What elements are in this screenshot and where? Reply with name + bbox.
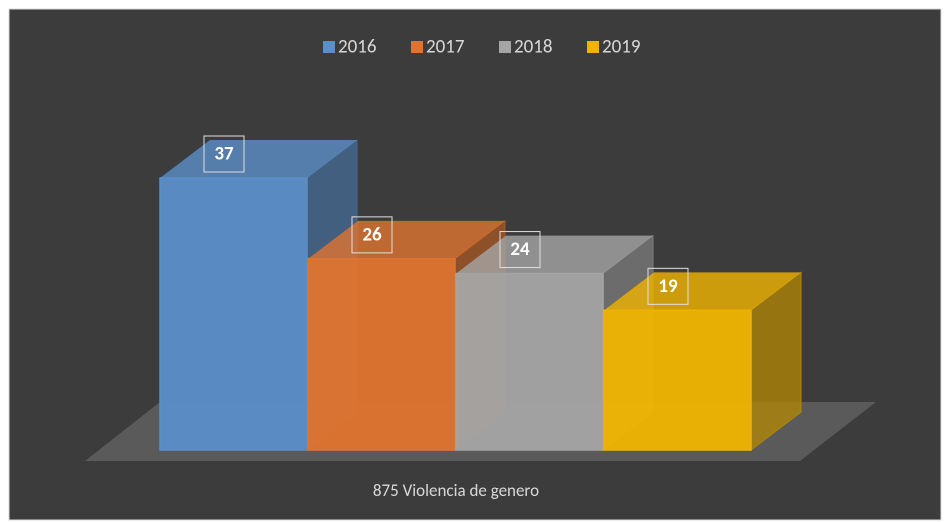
legend-swatch (411, 41, 423, 53)
bar-top (308, 220, 505, 259)
plot: 37 26 24 19 875 Violencia de genero (159, 135, 802, 501)
legend-label: 2019 (602, 36, 641, 59)
bar (159, 177, 308, 451)
data-label-box (647, 267, 689, 305)
legend-label: 2016 (338, 36, 377, 59)
bar-top (160, 140, 357, 178)
data-label: 24 (510, 238, 530, 261)
bar (603, 309, 752, 451)
bar-top (604, 272, 801, 311)
legend-swatch (323, 41, 335, 53)
legend-swatch (499, 41, 511, 53)
data-label-box (499, 231, 541, 269)
data-label: 19 (658, 275, 678, 298)
bar (307, 258, 456, 451)
legend-swatch (587, 41, 599, 53)
data-label-box (351, 216, 393, 254)
bar-top (456, 235, 653, 274)
data-label-box (203, 135, 245, 173)
data-label: 37 (214, 143, 234, 166)
legend-label: 2018 (514, 36, 553, 59)
bar (455, 272, 604, 451)
data-label: 26 (362, 223, 382, 246)
legend: 2016 2017 2018 2019 (323, 36, 641, 59)
legend-label: 2017 (426, 36, 465, 59)
x-tick-label: 875 Violencia de genero (373, 480, 539, 501)
